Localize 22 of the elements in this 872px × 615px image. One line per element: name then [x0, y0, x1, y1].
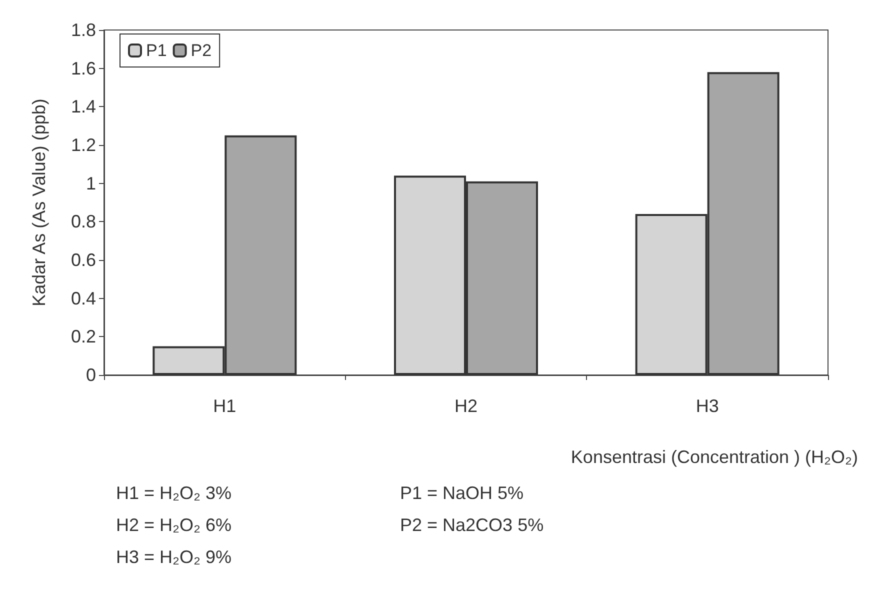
y-tick-label: 0.2 — [70, 326, 96, 347]
y-tick-label: 1.2 — [70, 135, 96, 155]
legend-label: P2 — [190, 41, 212, 60]
x-tick-label: H1 — [213, 396, 236, 416]
y-tick-label: 0.8 — [70, 212, 96, 232]
text: P1 = NaOH 5% — [400, 483, 524, 503]
text: P2 = Na2CO3 5% — [400, 515, 544, 535]
y-tick-label: 1.4 — [70, 96, 96, 117]
text: H3 = H₂O₂ 9% — [116, 547, 232, 567]
y-axis-title: Kadar As (As Value) (ppb) — [29, 98, 49, 306]
y-tick-label: 1.6 — [70, 58, 96, 78]
legend-label: P1 — [146, 41, 167, 60]
text: H2 = H₂O₂ 6% — [116, 515, 232, 535]
y-tick-label: 1.8 — [70, 20, 96, 40]
text: H1 = H₂O₂ 3% — [116, 483, 232, 503]
y-tick-label: 0.4 — [70, 288, 96, 308]
x-tick-label: H3 — [696, 396, 719, 416]
y-tick-label: 0.6 — [70, 250, 96, 270]
y-tick-label: 1 — [86, 173, 96, 194]
y-tick-label: 0 — [86, 365, 96, 385]
x-axis-title: Konsentrasi (Concentration ) (H₂O₂) — [570, 447, 858, 467]
x-tick-label: H2 — [454, 396, 478, 416]
